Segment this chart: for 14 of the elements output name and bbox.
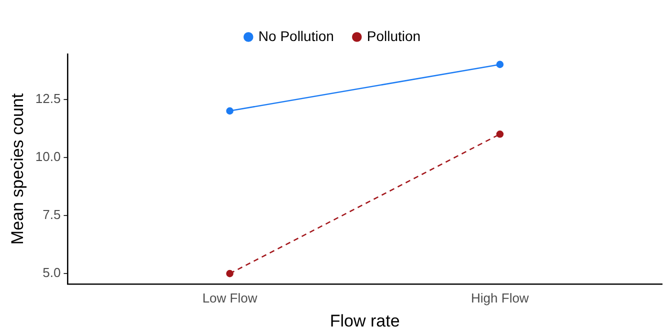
- x-tick-label: Low Flow: [202, 290, 258, 306]
- point: [496, 60, 504, 68]
- y-tick-label: 5.0: [42, 265, 61, 280]
- y-tick-label: 12.5: [35, 90, 61, 106]
- point: [226, 270, 234, 278]
- point: [496, 130, 504, 138]
- y-tick-label: 7.5: [42, 207, 61, 222]
- legend-label: Pollution: [366, 28, 421, 44]
- y-tick-label: 10.0: [35, 148, 61, 164]
- legend-label: No Pollution: [258, 28, 334, 44]
- y-axis-title: Mean species count: [8, 93, 27, 245]
- point: [226, 107, 234, 115]
- x-axis-title: Flow rate: [330, 311, 400, 330]
- x-tick-label: High Flow: [471, 290, 530, 306]
